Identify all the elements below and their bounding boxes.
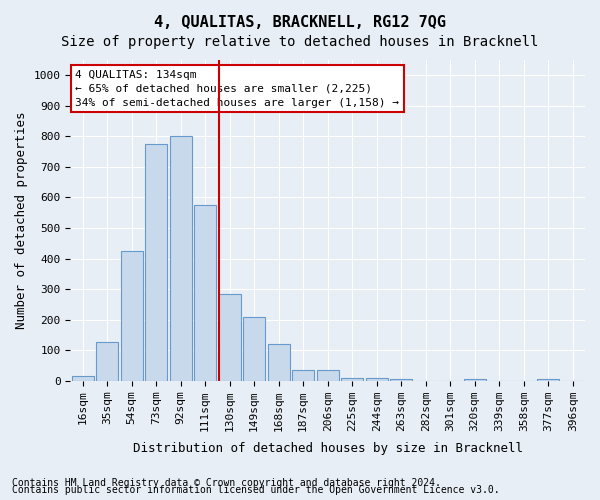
Text: Size of property relative to detached houses in Bracknell: Size of property relative to detached ho… [61, 35, 539, 49]
Bar [464, 379, 486, 380]
Bar [218, 294, 241, 380]
Bar [71, 376, 94, 380]
Bar [145, 144, 167, 380]
X-axis label: Distribution of detached houses by size in Bracknell: Distribution of detached houses by size … [133, 442, 523, 455]
Bar [121, 251, 143, 380]
Bar [170, 136, 191, 380]
Bar [292, 370, 314, 380]
Bar [365, 378, 388, 380]
Bar [317, 370, 338, 380]
Bar [341, 378, 363, 380]
Bar [390, 379, 412, 380]
Text: 4, QUALITAS, BRACKNELL, RG12 7QG: 4, QUALITAS, BRACKNELL, RG12 7QG [154, 15, 446, 30]
Text: Contains HM Land Registry data © Crown copyright and database right 2024.: Contains HM Land Registry data © Crown c… [12, 478, 441, 488]
Bar [96, 342, 118, 380]
Bar [243, 316, 265, 380]
Bar [268, 344, 290, 381]
Text: 4 QUALITAS: 134sqm
← 65% of detached houses are smaller (2,225)
34% of semi-deta: 4 QUALITAS: 134sqm ← 65% of detached hou… [76, 70, 400, 108]
Bar [537, 379, 559, 380]
Bar [194, 205, 216, 380]
Y-axis label: Number of detached properties: Number of detached properties [15, 112, 28, 329]
Text: Contains public sector information licensed under the Open Government Licence v3: Contains public sector information licen… [12, 485, 500, 495]
